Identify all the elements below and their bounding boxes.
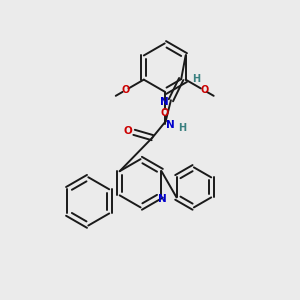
Text: O: O: [121, 85, 129, 95]
Text: H: H: [178, 123, 186, 133]
Text: N: N: [158, 194, 167, 204]
Text: O: O: [160, 108, 169, 118]
Text: O: O: [124, 126, 133, 136]
Text: N: N: [160, 97, 169, 107]
Text: O: O: [200, 85, 208, 95]
Text: N: N: [166, 120, 174, 130]
Text: H: H: [192, 74, 200, 84]
